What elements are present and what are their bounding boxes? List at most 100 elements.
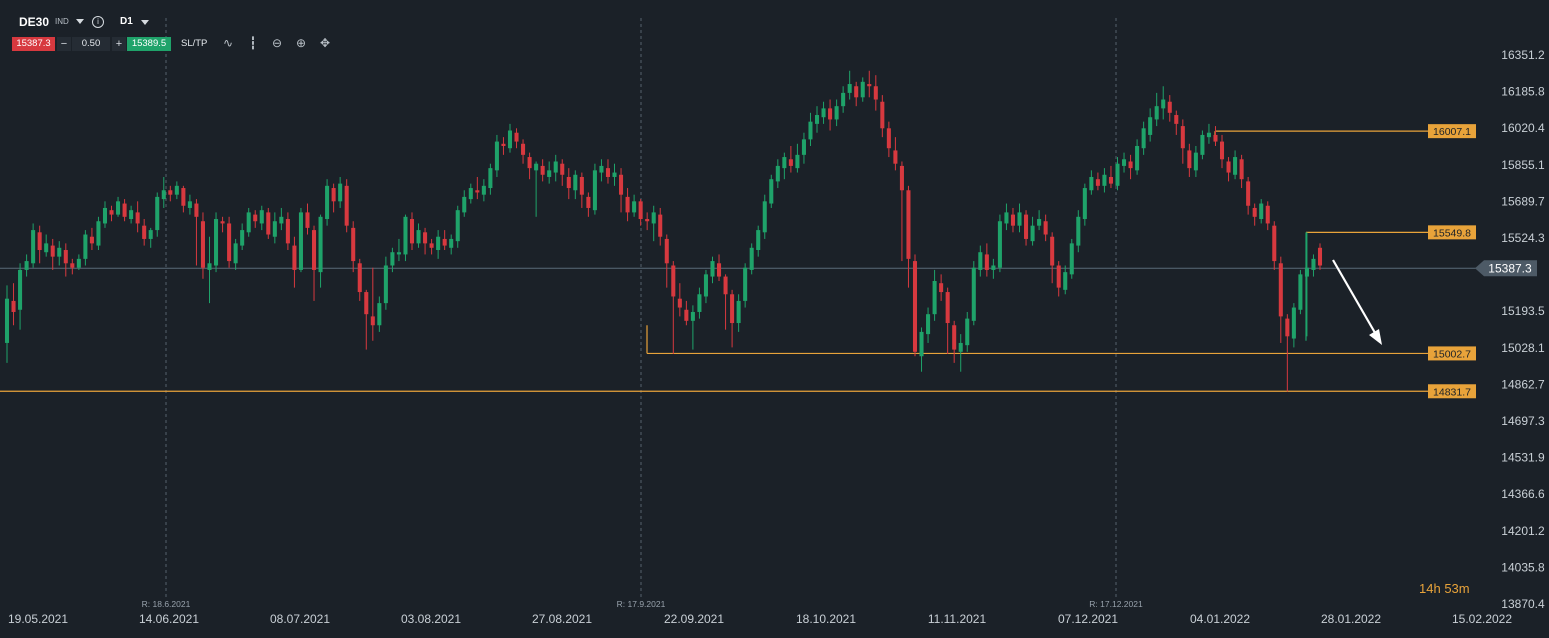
candle-body — [847, 84, 852, 93]
level-tag — [1428, 384, 1476, 399]
rollover-label: R: 18.6.2021 — [142, 599, 191, 609]
candle-body — [135, 212, 140, 224]
candle-body — [1187, 150, 1192, 169]
candle-body — [344, 185, 349, 226]
candle-body — [638, 201, 643, 220]
candle-body — [507, 130, 513, 149]
candle-body — [403, 216, 408, 255]
candle-body — [338, 183, 343, 202]
candle-body — [867, 84, 872, 87]
candle-body — [710, 261, 715, 277]
x-tick-label: 28.01.2022 — [1321, 612, 1381, 626]
candlestick-type-icon[interactable]: ┇ — [249, 36, 257, 50]
y-tick-label: 15193.5 — [1501, 304, 1545, 318]
candle-body — [553, 161, 558, 173]
candle-body — [63, 250, 68, 264]
candle-body — [4, 298, 10, 343]
candle-body — [325, 185, 330, 220]
candle-body — [1265, 205, 1270, 224]
zoom-out-icon[interactable]: ⊖ — [271, 36, 283, 50]
candle-body — [18, 269, 23, 310]
volume-input[interactable]: 0.50 — [72, 37, 110, 51]
y-tick-label: 16351.2 — [1501, 48, 1545, 62]
candle-body — [1108, 176, 1113, 184]
symbol-dropdown-icon[interactable] — [76, 19, 84, 24]
x-tick-label: 08.07.2021 — [270, 612, 330, 626]
symbol-label[interactable]: DE30 — [19, 15, 50, 29]
volume-decrease-button[interactable]: − — [57, 37, 71, 51]
candle-body — [1174, 115, 1179, 124]
candle-body — [351, 227, 356, 262]
candle-body — [285, 219, 290, 244]
timeframe-dropdown-icon[interactable] — [141, 20, 149, 25]
zoom-in-icon[interactable]: ⊕ — [295, 36, 307, 50]
candle-body — [227, 223, 232, 262]
candle-body — [991, 265, 996, 270]
x-tick-label: 19.05.2021 — [8, 612, 68, 626]
volume-increase-button[interactable]: + — [112, 37, 126, 51]
candle-body — [207, 263, 212, 270]
candle-body — [1148, 117, 1153, 135]
candle-body — [194, 203, 199, 217]
level-tag-label: 15002.7 — [1433, 348, 1471, 360]
timeframe-selector[interactable]: D1 — [120, 16, 133, 27]
candle-body — [573, 174, 578, 191]
candle-body — [1193, 152, 1198, 171]
candle-body — [775, 165, 780, 182]
candle-body — [743, 267, 748, 301]
candle-body — [1102, 174, 1107, 186]
candle-body — [926, 314, 931, 335]
candle-body — [416, 230, 421, 244]
x-tick-label: 04.01.2022 — [1190, 612, 1250, 626]
candle-body — [736, 300, 741, 324]
candle-body — [671, 265, 676, 297]
candle-body — [233, 243, 238, 264]
candle-body — [854, 86, 859, 98]
candle-body — [997, 221, 1002, 268]
candle-body — [1030, 225, 1035, 242]
y-tick-label: 15855.1 — [1501, 158, 1545, 172]
candle-body — [253, 214, 258, 222]
candle-body — [664, 238, 669, 264]
candle-body — [716, 263, 722, 277]
candle-body — [266, 212, 271, 235]
x-tick-label: 22.09.2021 — [664, 612, 724, 626]
candle-body — [311, 230, 317, 270]
level-tag-label: 16007.1 — [1433, 126, 1471, 138]
move-crosshair-icon[interactable]: ✥ — [319, 36, 331, 50]
timer-hours: 14 — [1419, 581, 1434, 596]
candle-body — [1246, 181, 1251, 206]
buy-button[interactable]: 15389.5 — [127, 37, 171, 51]
info-icon[interactable]: i — [92, 16, 104, 28]
level-tag — [1428, 225, 1476, 240]
sltp-button[interactable]: SL/TP — [181, 38, 208, 49]
candle-body — [971, 267, 976, 321]
candle-body — [978, 252, 983, 270]
candle-body — [83, 234, 88, 259]
candle-body — [1043, 221, 1048, 235]
line-chart-icon[interactable]: ∿ — [222, 36, 234, 50]
candle-body — [455, 210, 460, 242]
candle-body — [318, 216, 323, 273]
candle-body — [383, 265, 388, 304]
candle-body — [1161, 99, 1166, 109]
candle-body — [259, 210, 264, 224]
candle-body — [122, 203, 127, 217]
candle-body — [534, 163, 539, 171]
candle-body — [1285, 318, 1290, 337]
candle-body — [96, 221, 101, 246]
candle-body — [873, 86, 878, 100]
y-tick-label: 14531.9 — [1501, 451, 1545, 465]
candle-body — [782, 157, 787, 169]
candle-body — [645, 219, 650, 222]
candle-body — [148, 230, 153, 239]
candle-body — [1200, 134, 1205, 155]
x-tick-label: 07.12.2021 — [1058, 612, 1118, 626]
y-tick-label: 16185.8 — [1501, 85, 1545, 99]
candle-body — [364, 292, 369, 315]
candle-body — [1128, 161, 1133, 169]
rollover-label: R: 17.12.2021 — [1089, 599, 1143, 609]
candle-body — [109, 210, 114, 215]
sell-button[interactable]: 15387.3 — [12, 37, 55, 51]
